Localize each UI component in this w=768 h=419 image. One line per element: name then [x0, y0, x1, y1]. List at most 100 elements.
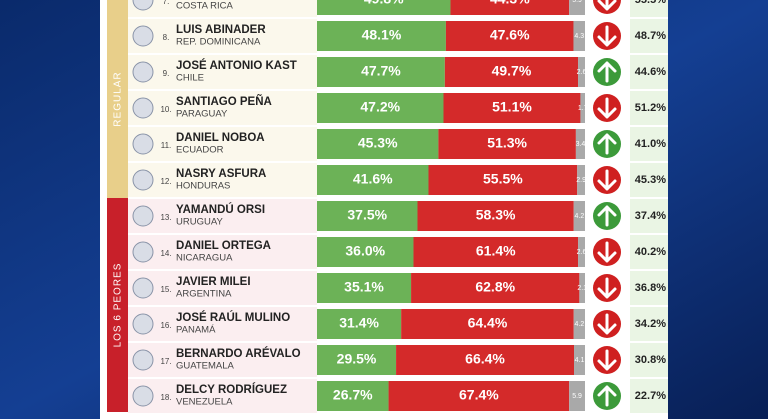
previous-cell	[630, 343, 668, 377]
disapprove-label: 62.8%	[475, 279, 515, 295]
other-label: 4.2	[575, 321, 585, 328]
trend-arrow	[597, 25, 617, 47]
name: JOSÉ ANTONIO KAST	[176, 59, 297, 72]
rank: 8.	[163, 33, 170, 42]
name: JOSÉ RAÚL MULINO	[176, 311, 290, 324]
other-label: 2.9	[576, 177, 586, 184]
disapprove-bar	[396, 345, 575, 375]
other-bar	[573, 21, 585, 51]
name-cell	[128, 19, 317, 53]
trend-arrow	[597, 385, 617, 407]
approve-bar	[317, 21, 446, 51]
country: VENEZUELA	[176, 397, 233, 408]
name-cell	[128, 271, 317, 305]
avatar	[132, 349, 154, 371]
previous-cell	[630, 307, 668, 341]
other-bar	[573, 309, 585, 339]
disapprove-bar	[428, 165, 578, 195]
other-bar	[579, 273, 585, 303]
section-strip	[107, 198, 128, 412]
avatar	[132, 61, 154, 83]
approve-label: 49.8%	[364, 0, 404, 7]
other-bar	[575, 129, 585, 159]
previous-value: 48.7%	[635, 30, 666, 42]
country: URUGUAY	[176, 217, 223, 228]
disapprove-bar	[417, 201, 574, 231]
approve-bar	[317, 345, 397, 375]
approve-label: 47.2%	[360, 99, 400, 115]
name-cell	[128, 0, 317, 17]
section-strip	[107, 0, 128, 198]
previous-value: 30.8%	[635, 354, 666, 366]
rank: 17.	[160, 357, 171, 366]
rank: 13.	[160, 213, 171, 222]
avatar	[132, 169, 154, 191]
name: DANIEL NOBOA	[176, 132, 265, 144]
avatar	[132, 25, 154, 47]
previous-cell	[630, 235, 668, 269]
other-bar	[577, 165, 585, 195]
name-cell	[128, 235, 317, 269]
country: REP. DOMINICANA	[176, 37, 261, 48]
other-bar	[578, 237, 585, 267]
approve-bar	[317, 165, 429, 195]
approve-label: 31.4%	[339, 315, 379, 331]
country: HONDURAS	[176, 181, 230, 192]
section-label: LOS 6 PEORES	[113, 263, 124, 348]
previous-cell	[630, 199, 668, 233]
name: NASRY ASFURA	[176, 168, 266, 180]
avatar	[132, 313, 154, 335]
approve-bar	[317, 381, 389, 411]
trend-arrow	[597, 61, 617, 83]
approve-bar	[317, 237, 414, 267]
other-bar	[573, 201, 585, 231]
disapprove-bar	[413, 237, 579, 267]
previous-cell	[630, 55, 668, 89]
previous-value: 37.4%	[635, 210, 666, 222]
name-cell	[128, 307, 317, 341]
previous-cell	[630, 127, 668, 161]
other-bar	[578, 57, 585, 87]
previous-value: 34.2%	[635, 318, 666, 330]
rank: 11.	[161, 141, 172, 150]
disapprove-label: 55.5%	[483, 171, 523, 187]
previous-cell	[630, 19, 668, 53]
country: PARAGUAY	[176, 109, 228, 120]
disapprove-label: 66.4%	[465, 351, 505, 367]
avatar	[132, 277, 154, 299]
avatar	[132, 385, 154, 407]
disapprove-label: 44.3%	[490, 0, 530, 7]
approve-bar	[317, 0, 451, 15]
other-bar	[574, 345, 585, 375]
avatar	[132, 205, 154, 227]
other-label: 4.3	[574, 33, 584, 40]
name: DANIEL ORTEGA	[176, 240, 271, 252]
other-label: 4.2	[575, 213, 585, 220]
approve-label: 35.1%	[344, 279, 384, 295]
approve-bar	[317, 57, 445, 87]
other-label: 4.1	[575, 357, 585, 364]
trend-arrow	[597, 277, 617, 299]
rank: 14.	[160, 249, 171, 258]
country: PANAMÁ	[176, 325, 216, 336]
previous-value: 44.6%	[635, 66, 666, 78]
trend-arrow	[597, 349, 617, 371]
name-cell	[128, 379, 317, 413]
other-label: 2.1	[577, 285, 587, 292]
approve-bar	[317, 93, 444, 123]
name: BERNARDO ARÉVALO	[176, 347, 301, 360]
disapprove-label: 67.4%	[459, 387, 499, 403]
disapprove-label: 49.7%	[492, 63, 532, 79]
disapprove-bar	[444, 57, 579, 87]
other-bar	[580, 93, 585, 123]
other-label: 5.9	[572, 393, 582, 400]
name: YAMANDÚ ORSI	[176, 203, 265, 216]
rank: 7.	[163, 0, 170, 6]
country: ARGENTINA	[176, 289, 232, 300]
country: CHILE	[176, 73, 204, 84]
name-cell	[128, 199, 317, 233]
previous-value: 55.5%	[635, 0, 666, 6]
other-label: 2.6	[577, 69, 587, 76]
disapprove-bar	[401, 309, 574, 339]
